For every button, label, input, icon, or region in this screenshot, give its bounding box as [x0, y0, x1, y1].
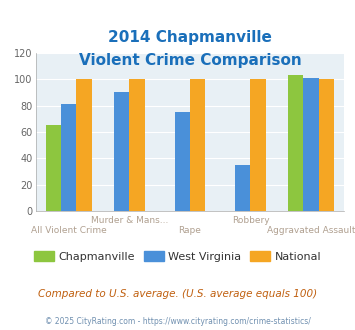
Text: © 2025 CityRating.com - https://www.cityrating.com/crime-statistics/: © 2025 CityRating.com - https://www.city…: [45, 317, 310, 326]
Text: Murder & Mans...: Murder & Mans...: [91, 216, 168, 225]
Bar: [46, 125, 61, 211]
Text: Aggravated Assault: Aggravated Assault: [267, 226, 355, 235]
Bar: [129, 79, 144, 211]
Bar: [175, 112, 190, 211]
Bar: [251, 79, 266, 211]
Text: 2014 Chapmanville: 2014 Chapmanville: [108, 30, 272, 45]
Text: All Violent Crime: All Violent Crime: [31, 226, 107, 235]
Bar: [114, 92, 129, 211]
Text: Compared to U.S. average. (U.S. average equals 100): Compared to U.S. average. (U.S. average …: [38, 289, 317, 299]
Text: Rape: Rape: [179, 226, 201, 235]
Bar: [61, 104, 76, 211]
Legend: Chapmanville, West Virginia, National: Chapmanville, West Virginia, National: [29, 247, 326, 267]
Bar: [288, 75, 304, 211]
Bar: [190, 79, 205, 211]
Bar: [76, 79, 92, 211]
Text: Violent Crime Comparison: Violent Crime Comparison: [78, 53, 301, 68]
Bar: [319, 79, 334, 211]
Bar: [304, 78, 319, 211]
Text: Robbery: Robbery: [232, 216, 269, 225]
Bar: [235, 165, 251, 211]
